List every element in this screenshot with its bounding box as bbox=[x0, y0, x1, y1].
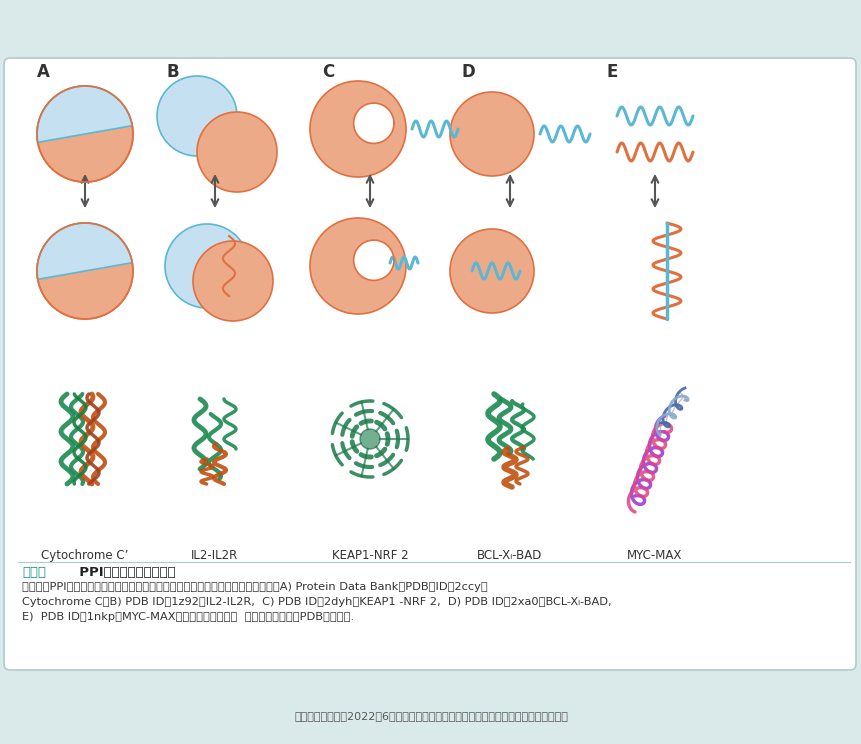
Circle shape bbox=[449, 229, 533, 313]
Text: Cytochrome C’: Cytochrome C’ bbox=[41, 549, 128, 562]
Text: IL2-IL2R: IL2-IL2R bbox=[191, 549, 238, 562]
Text: C: C bbox=[322, 63, 334, 81]
Circle shape bbox=[197, 112, 276, 192]
Text: 概念図: 概念図 bbox=[22, 566, 46, 579]
Text: KEAP1-NRF 2: KEAP1-NRF 2 bbox=[331, 549, 408, 562]
Text: 実験医学別冊　　2022年6月発行「創薬研究のためのスクリーニング学実践テキスト」: 実験医学別冊 2022年6月発行「創薬研究のためのスクリーニング学実践テキスト」 bbox=[294, 711, 567, 721]
Circle shape bbox=[310, 218, 406, 314]
Circle shape bbox=[360, 429, 380, 449]
Text: A: A bbox=[37, 63, 50, 81]
Circle shape bbox=[37, 223, 133, 319]
Circle shape bbox=[157, 76, 237, 156]
Circle shape bbox=[449, 92, 533, 176]
Circle shape bbox=[353, 103, 393, 144]
Circle shape bbox=[353, 240, 393, 280]
Text: 上段ではPPIの構造的違いを模式図にて示し，下段には該当する構造を例示した．A) Protein Data Bank（PDB）ID：2ccy；
Cytochro: 上段ではPPIの構造的違いを模式図にて示し，下段には該当する構造を例示した．A)… bbox=[22, 582, 611, 623]
Circle shape bbox=[37, 86, 133, 182]
Text: B: B bbox=[167, 63, 179, 81]
Text: BCL-Xₗ-BAD: BCL-Xₗ-BAD bbox=[477, 549, 542, 562]
Text: MYC-MAX: MYC-MAX bbox=[627, 549, 682, 562]
Text: D: D bbox=[461, 63, 475, 81]
Circle shape bbox=[164, 224, 249, 308]
FancyBboxPatch shape bbox=[4, 58, 855, 670]
Circle shape bbox=[310, 81, 406, 177]
Wedge shape bbox=[37, 223, 132, 279]
Text: E: E bbox=[606, 63, 617, 81]
Circle shape bbox=[193, 241, 273, 321]
Wedge shape bbox=[37, 86, 132, 142]
Text: PPIの構造的クラス分け: PPIの構造的クラス分け bbox=[70, 566, 176, 579]
